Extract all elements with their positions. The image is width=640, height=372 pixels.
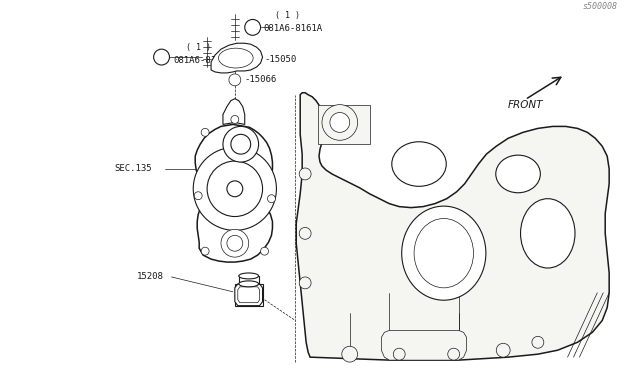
Circle shape (496, 343, 510, 357)
Circle shape (268, 195, 275, 203)
Text: SEC.135: SEC.135 (114, 164, 152, 173)
Circle shape (300, 277, 311, 289)
Circle shape (223, 126, 259, 162)
Circle shape (532, 336, 544, 348)
Ellipse shape (496, 155, 540, 193)
Ellipse shape (239, 281, 259, 287)
Circle shape (193, 147, 276, 230)
Polygon shape (381, 330, 467, 360)
Text: -15050: -15050 (264, 55, 297, 64)
Circle shape (394, 348, 405, 360)
Circle shape (227, 181, 243, 197)
Ellipse shape (520, 199, 575, 268)
Text: 15208: 15208 (137, 272, 164, 282)
Circle shape (154, 49, 170, 65)
Circle shape (300, 227, 311, 239)
Circle shape (221, 230, 249, 257)
Polygon shape (195, 124, 273, 262)
Text: 081A6-8161A: 081A6-8161A (264, 24, 323, 33)
Circle shape (194, 192, 202, 200)
Circle shape (260, 247, 269, 255)
Polygon shape (223, 99, 244, 124)
Ellipse shape (392, 142, 446, 186)
Text: 081A6-8161A: 081A6-8161A (173, 55, 232, 65)
Circle shape (330, 113, 349, 132)
Text: ( 1 ): ( 1 ) (275, 11, 300, 20)
Polygon shape (235, 284, 262, 306)
Ellipse shape (239, 273, 259, 279)
FancyBboxPatch shape (235, 284, 262, 306)
Circle shape (201, 247, 209, 255)
Circle shape (207, 161, 262, 217)
Circle shape (448, 348, 460, 360)
Circle shape (201, 128, 209, 136)
Text: B: B (250, 23, 255, 32)
Circle shape (322, 105, 358, 140)
Circle shape (300, 168, 311, 180)
Circle shape (231, 116, 239, 124)
Polygon shape (296, 93, 609, 360)
Circle shape (244, 19, 260, 35)
Text: -15066: -15066 (244, 76, 277, 84)
Ellipse shape (402, 206, 486, 300)
Circle shape (227, 235, 243, 251)
Polygon shape (238, 287, 260, 303)
Polygon shape (318, 105, 369, 144)
Circle shape (231, 134, 251, 154)
Circle shape (229, 74, 241, 86)
FancyBboxPatch shape (239, 276, 259, 284)
Circle shape (342, 346, 358, 362)
Text: B: B (159, 52, 164, 62)
Text: ( 1 ): ( 1 ) (186, 43, 211, 52)
Text: FRONT: FRONT (508, 100, 543, 110)
Ellipse shape (414, 218, 474, 288)
Text: s500008: s500008 (582, 1, 617, 10)
Polygon shape (211, 43, 262, 73)
